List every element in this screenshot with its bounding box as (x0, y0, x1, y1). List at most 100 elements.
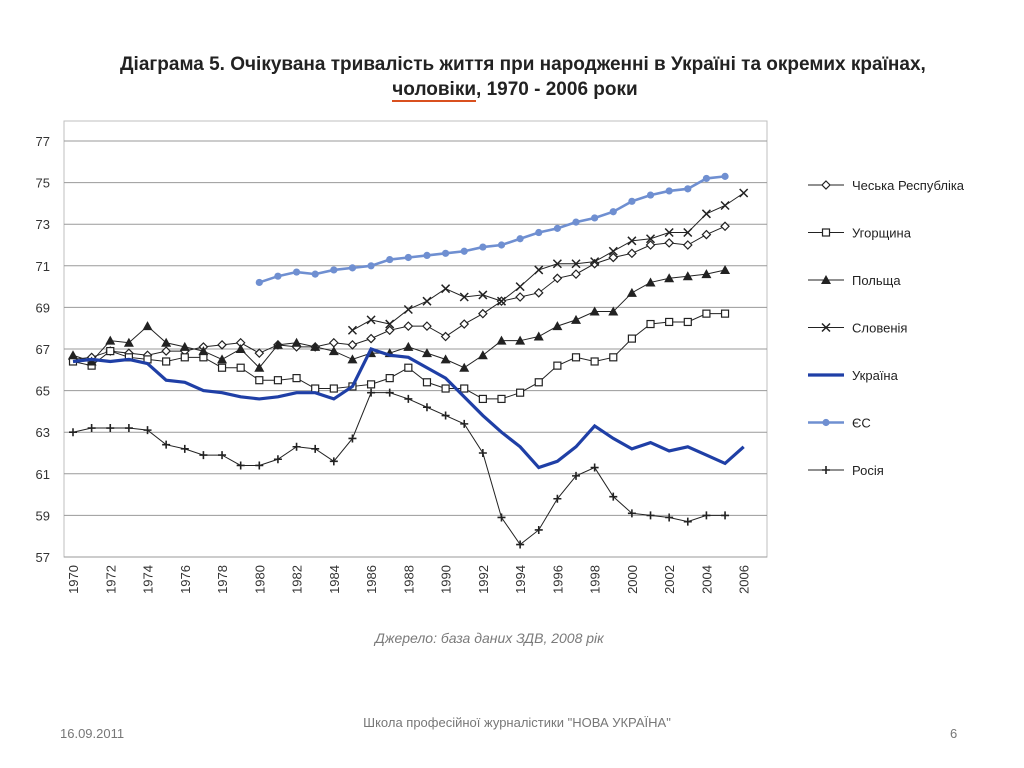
series-4-line (72, 347, 745, 470)
series-6-point (553, 494, 562, 503)
x-tick-label: 1988 (401, 565, 416, 594)
series-0-point (701, 229, 712, 240)
series-3-point (496, 296, 507, 306)
source-note: Джерело: база даних ЗДВ, 2008 рік (375, 630, 604, 646)
legend-item: Словенія (808, 321, 907, 336)
chart-title-line1: Діаграма 5. Очікувана тривалість життя п… (120, 54, 926, 75)
series-5-point (516, 235, 524, 243)
series-1-point (366, 380, 376, 389)
series-3-point (515, 282, 525, 292)
series-6-point (665, 513, 674, 522)
series-0-point (459, 319, 470, 329)
legend-swatch-marker (821, 180, 831, 190)
series-1-point (460, 384, 469, 393)
series-5-point (591, 214, 599, 222)
series-6-point (721, 511, 730, 520)
series-2-point (235, 344, 246, 353)
series-2-point (123, 337, 134, 347)
series-3-point (664, 227, 674, 238)
y-tick-label: 75 (36, 176, 50, 191)
series-2-point (328, 346, 339, 356)
series-5-point (497, 241, 506, 249)
x-tick-label: 1994 (513, 565, 528, 594)
series-2-point (68, 350, 78, 360)
x-tick-label: 1992 (476, 565, 491, 594)
series-6-point (646, 511, 655, 520)
chart-title: Діаграма 5. Очікувана тривалість життя п… (120, 52, 926, 102)
series-6-line (72, 392, 726, 546)
series-0-point (328, 337, 339, 348)
series-5-point (330, 266, 338, 274)
series-5-point (423, 251, 431, 259)
series-6-point (627, 509, 636, 518)
series-2-point (701, 269, 712, 279)
series-5-point (292, 268, 301, 276)
series-6-point (69, 428, 77, 437)
series-6-point (422, 403, 431, 412)
series-3-point (478, 290, 488, 300)
x-tick-label: 1970 (66, 565, 81, 594)
series-6-point (292, 442, 301, 451)
x-tick-label: 1984 (327, 565, 342, 594)
series-6-point (348, 434, 357, 443)
series-6-point (273, 455, 282, 464)
series-0-point (552, 273, 563, 284)
series-6-point (180, 444, 189, 453)
series-3-point (403, 304, 413, 315)
series-2-group (68, 264, 731, 372)
legend-item: Чеська Республіка (808, 178, 965, 193)
x-tick-label: 1980 (252, 565, 267, 594)
x-tick-label: 1972 (103, 565, 118, 594)
series-6-point (683, 517, 692, 526)
legend-label: Польща (852, 273, 901, 288)
series-5-point (609, 208, 617, 216)
series-0-point (720, 221, 730, 232)
y-tick-label: 73 (36, 217, 50, 232)
series-6-group (69, 388, 730, 549)
series-1-point (292, 374, 301, 383)
footer-page-number: 6 (950, 726, 958, 741)
series-6-point (404, 394, 413, 403)
series-2-point (347, 354, 358, 364)
legend-label: Росія (852, 463, 884, 478)
series-1-point (553, 361, 562, 370)
series-1-point (571, 353, 581, 362)
series-2-point (105, 335, 116, 345)
x-tick-label: 1976 (178, 565, 193, 594)
series-1-point (702, 309, 711, 318)
series-3-point (422, 296, 432, 306)
series-5-point (479, 243, 487, 251)
x-tick-label: 1990 (439, 565, 454, 594)
series-2-point (626, 287, 637, 297)
series-3-point (347, 325, 357, 335)
x-tick-label: 1982 (290, 565, 305, 594)
series-3-point (552, 259, 562, 269)
y-tick-label: 57 (36, 550, 50, 565)
series-1-point (478, 394, 487, 404)
series-0-point (682, 240, 693, 250)
series-5-point (311, 270, 319, 278)
series-0-point (366, 333, 376, 344)
series-6-point (441, 411, 450, 420)
series-3-point (441, 284, 451, 294)
series-6-point (516, 540, 525, 549)
legend-item: Росія (808, 463, 884, 478)
series-2-point (533, 331, 544, 341)
y-tick-label: 65 (36, 384, 50, 399)
series-1-point (609, 353, 618, 362)
y-tick-label: 59 (36, 508, 50, 523)
series-3-point (571, 259, 581, 269)
x-tick-label: 1998 (588, 565, 603, 594)
series-6-point (590, 463, 599, 472)
series-5-group (255, 172, 729, 287)
series-0-point (645, 240, 656, 250)
legend-label: Словенія (852, 321, 907, 336)
series-6-point (572, 471, 581, 480)
series-1-point (441, 384, 450, 393)
series-2-point (291, 337, 302, 347)
legend-label: Чеська Республіка (852, 178, 965, 193)
series-0-point (533, 287, 544, 298)
series-0-line (72, 225, 726, 360)
series-6-point (106, 424, 115, 433)
legend-label: ЄС (852, 416, 871, 431)
